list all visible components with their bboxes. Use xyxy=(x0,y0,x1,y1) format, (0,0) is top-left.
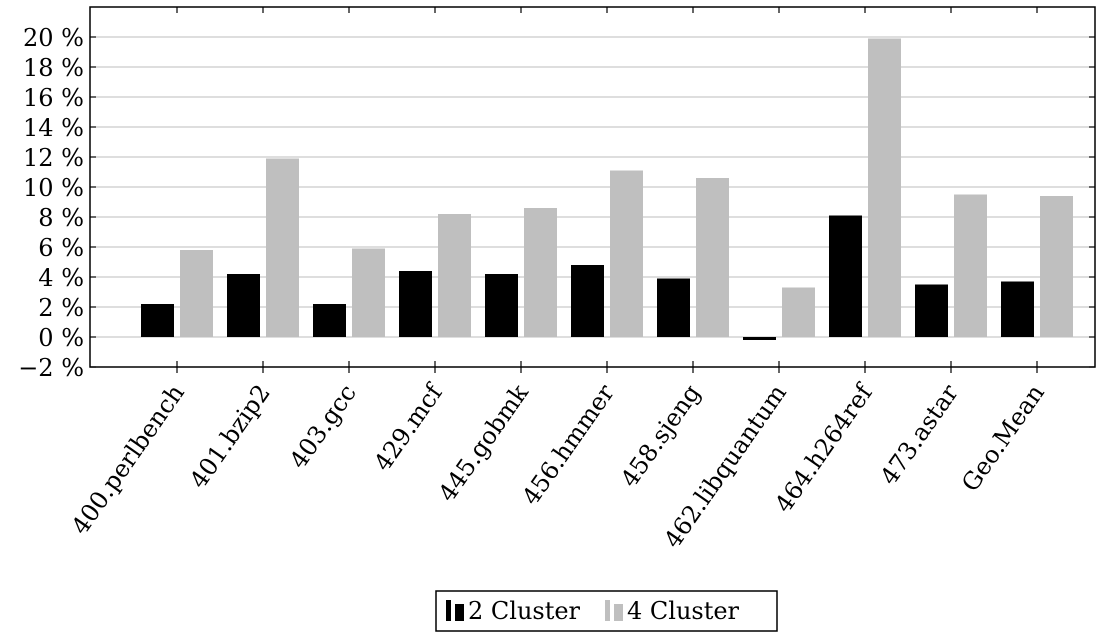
bar-4-cluster xyxy=(782,287,815,337)
legend-swatch-2-cluster-a xyxy=(446,600,451,621)
bar-4-cluster xyxy=(266,158,299,337)
bars xyxy=(141,38,1073,340)
x-category-label: 473.astar xyxy=(875,379,964,490)
legend-label-2-cluster: 2 Cluster xyxy=(468,597,581,625)
legend-swatch-4-cluster-a xyxy=(605,600,610,621)
bar-4-cluster xyxy=(524,208,557,337)
bar-2-cluster xyxy=(227,274,260,337)
y-tick-label: 2 % xyxy=(38,294,84,322)
x-category-label: 400.perlbench xyxy=(66,379,190,539)
bar-4-cluster xyxy=(438,214,471,337)
x-category-label: 458.sjeng xyxy=(615,379,706,492)
bar-2-cluster xyxy=(485,274,518,337)
legend: 2 Cluster 4 Cluster xyxy=(435,590,778,632)
bar-2-cluster xyxy=(571,265,604,337)
y-tick-label: 12 % xyxy=(23,144,84,172)
bar-4-cluster xyxy=(1040,196,1073,337)
bar-4-cluster xyxy=(180,250,213,337)
bar-4-cluster xyxy=(352,248,385,337)
y-tick-label: 14 % xyxy=(23,114,84,142)
bar-4-cluster xyxy=(696,178,729,337)
bar-2-cluster xyxy=(743,337,776,340)
legend-swatch-2-cluster-b xyxy=(455,604,464,621)
y-tick-label: −2 % xyxy=(18,354,84,382)
y-tick-label: 20 % xyxy=(23,24,84,52)
legend-swatch-4-cluster-b xyxy=(614,604,623,621)
y-tick-label: 0 % xyxy=(38,324,84,352)
x-category-label: 456.hmmer xyxy=(517,379,621,510)
bar-2-cluster xyxy=(1001,281,1034,337)
x-category-label: 429.mcf xyxy=(368,378,449,476)
bar-2-cluster xyxy=(141,304,174,337)
x-category-label: 401.bzip2 xyxy=(184,379,276,493)
bar-4-cluster xyxy=(954,194,987,337)
bar-2-cluster xyxy=(657,278,690,337)
y-tick-label: 16 % xyxy=(23,84,84,112)
x-category-label: Geo.Mean xyxy=(956,379,1050,496)
y-tick-label: 18 % xyxy=(23,54,84,82)
legend-label-4-cluster: 4 Cluster xyxy=(627,597,740,625)
x-category-label: 445.gobmk xyxy=(433,379,534,507)
bar-4-cluster xyxy=(610,170,643,337)
y-tick-label: 4 % xyxy=(38,264,84,292)
bar-2-cluster xyxy=(399,271,432,337)
y-tick-label: 8 % xyxy=(38,204,84,232)
bar-4-cluster xyxy=(868,38,901,337)
x-category-label: 403.gcc xyxy=(284,379,362,473)
bar-2-cluster xyxy=(915,284,948,337)
bar-2-cluster xyxy=(829,215,862,337)
y-tick-label: 10 % xyxy=(23,174,84,202)
bar-2-cluster xyxy=(313,304,346,337)
axis-ticks xyxy=(90,7,1095,373)
y-axis-tick-labels: −2 %0 %2 %4 %6 %8 %10 %12 %14 %16 %18 %2… xyxy=(18,24,84,382)
y-tick-label: 6 % xyxy=(38,234,84,262)
